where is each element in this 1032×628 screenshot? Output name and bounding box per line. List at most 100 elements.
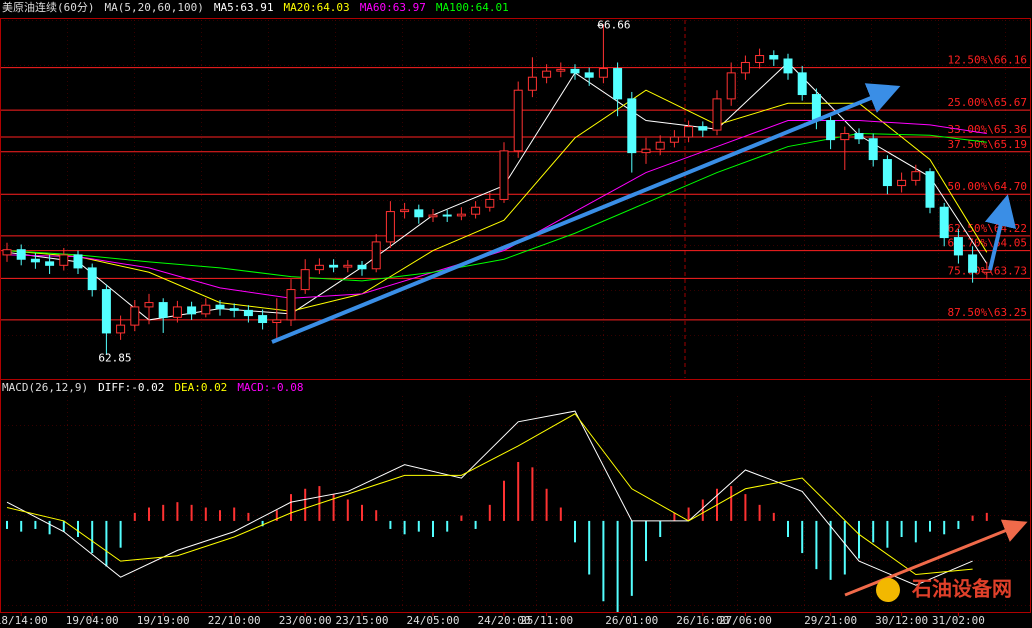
candle-body [868,138,878,161]
candle-body [144,302,154,308]
candle-body [755,55,765,63]
x-tick-label: 24/20:00 [478,614,531,627]
x-tick-label: 19/19:00 [137,614,190,627]
candle-body [385,211,395,243]
x-tick-label: 31/02:00 [932,614,985,627]
candle-body [343,264,353,268]
x-tick-label: 30/12:00 [875,614,928,627]
candle-body [329,264,339,268]
candle-body [314,264,324,271]
legend-entry: 美原油连续(60分) [2,0,95,14]
candle-body [243,309,253,317]
high-label: 66.66 [597,18,630,31]
legend-entry: MACD:-0.08 [237,381,303,394]
candle-body [783,58,793,74]
candle-body [513,89,523,152]
grid [0,20,1030,378]
candle-body [584,72,594,78]
x-tick-label: 29/21:00 [804,614,857,627]
candle-body [258,315,268,324]
candle-body [740,61,750,74]
candle-body [428,214,438,218]
candle-body [655,141,665,150]
candle-body [414,209,424,218]
fib-label: 33.00%\65.36 [948,123,1027,136]
legend-entry: MA20:64.03 [283,1,349,14]
candle-body [400,209,410,213]
candle-body [542,70,552,78]
candle-body [485,198,495,208]
candle-body [2,249,12,256]
indicator-line [6,413,973,576]
candle-body [698,126,708,131]
candle-body [215,304,225,310]
candle-body [982,269,992,273]
candle-body [45,261,55,266]
candle-body [726,72,736,100]
candle-body [840,133,850,141]
candle-body [854,133,864,140]
fib-label: 66.70%\64.05 [948,237,1027,250]
candle-body [87,267,97,291]
candle-body [925,171,935,208]
fib-label: 37.50%\65.19 [948,138,1027,151]
candle-body [882,159,892,187]
candle-body [442,214,452,217]
candle-body [570,68,580,74]
candle-body [101,289,111,334]
candle-body [911,171,921,181]
x-tick-label: 26/01:00 [605,614,658,627]
trend-arrow [984,194,1017,271]
indicator-line [6,89,988,312]
candle-body [598,68,608,78]
candle-body [286,289,296,321]
watermark-logo [876,578,900,602]
candle-body [73,254,83,269]
candle-body [527,76,537,91]
candle-body [357,264,367,270]
candle-body [499,150,509,200]
candle-body [897,179,907,187]
fib-label: 12.50%\66.16 [948,54,1027,67]
fib-label: 87.50%\63.25 [948,306,1027,319]
candle-body [130,306,140,326]
candle-body [953,237,963,256]
x-tick-label: 26/16:00 [676,614,729,627]
x-tick-label: 24/05:00 [407,614,460,627]
trend-arrow [844,519,1028,597]
candle-body [797,72,807,96]
candle-body [371,241,381,270]
candle-body [116,324,126,334]
fib-label: 50.00%\64.70 [948,180,1027,193]
candle-body [300,269,310,291]
x-tick-label: 27/06:00 [719,614,772,627]
watermark: 石油设备网 [911,577,1012,601]
candle-body [968,254,978,273]
candle-body [59,254,69,266]
candle-body [229,308,239,311]
candle-body [684,126,694,138]
x-tick-label: 23/15:00 [336,614,389,627]
candle-body [712,98,722,131]
grid [0,395,1030,612]
candle-body [201,304,211,315]
legend-entry: MA60:63.97 [360,1,426,14]
trend-arrow [271,83,901,344]
candle-body [627,98,637,154]
candle-body [556,68,566,72]
indicator-line [6,410,973,586]
x-tick-label: 22/10:00 [208,614,261,627]
low-label: 62.85 [98,352,131,365]
candle-body [16,249,26,260]
macd-frame [0,379,1031,613]
candle-body [187,306,197,315]
x-tick-label: 25/11:00 [520,614,573,627]
x-tick-label: 18/14:00 [0,614,48,627]
candle-body [613,68,623,100]
candle-body [30,258,40,263]
candle-body [172,306,182,318]
candle-body [272,319,282,324]
legend-entry: MA5:63.91 [214,1,274,14]
